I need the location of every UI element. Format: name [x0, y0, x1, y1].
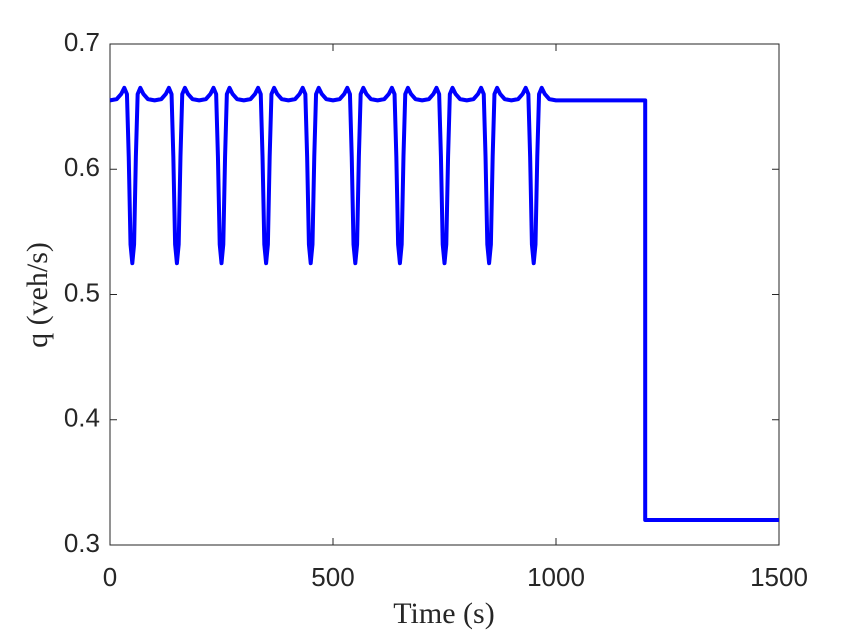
line-series — [109, 85, 779, 522]
y-tick-label: 0.3 — [64, 528, 100, 558]
y-tick-label: 0.4 — [64, 403, 100, 433]
x-axis-label: Time (s) — [393, 597, 494, 630]
x-tick-label: 1500 — [750, 562, 808, 592]
x-tick-label: 0 — [103, 562, 117, 592]
y-tick-label: 0.6 — [64, 152, 100, 182]
x-tick-label: 1000 — [527, 562, 585, 592]
plot-frame — [109, 43, 780, 546]
y-tick-label: 0.5 — [64, 277, 100, 307]
y-tick-label: 0.7 — [64, 27, 100, 57]
x-tick-label: 500 — [311, 562, 354, 592]
y-axis-label: q (veh/s) — [21, 242, 54, 348]
